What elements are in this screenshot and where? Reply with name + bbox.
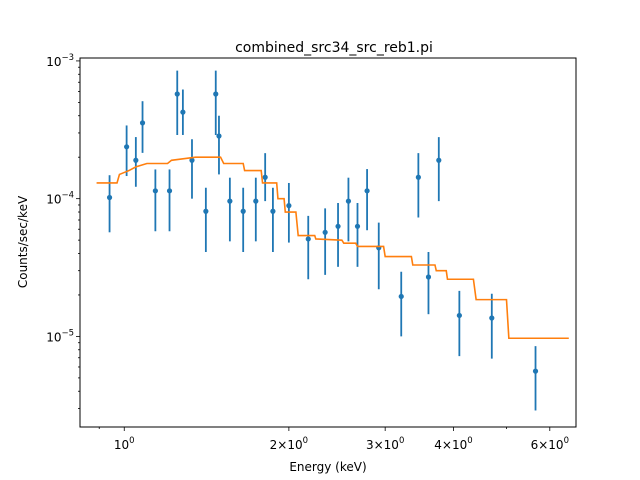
data-series (106, 70, 539, 411)
data-point (415, 174, 421, 180)
chart-title: combined_src34_src_reb1.pi (235, 40, 433, 56)
data-point (124, 144, 130, 150)
model-step-line (96, 156, 569, 340)
data-point (489, 315, 495, 321)
data-point (253, 198, 259, 204)
data-point (133, 157, 139, 163)
data-point (139, 120, 146, 126)
data-point (106, 194, 113, 201)
x-tick-label: 6×100 (531, 436, 569, 452)
x-axis: 100 2×100 3×100 4×100 6×100 (98, 427, 569, 452)
data-point (213, 91, 219, 97)
data-point (398, 293, 404, 300)
x-tick-label: 4×100 (434, 436, 472, 452)
axes-frame (79, 57, 577, 428)
data-point (456, 312, 462, 319)
y-tick-label: 10−5 (46, 328, 74, 344)
y-axis: 10−3 10−4 10−5 (46, 53, 80, 409)
data-point (425, 274, 432, 280)
data-point (174, 91, 180, 97)
data-point (270, 208, 276, 214)
data-point (532, 368, 539, 374)
y-tick-label: 10−3 (46, 53, 74, 69)
data-point (152, 188, 158, 194)
data-point (227, 198, 233, 204)
data-point (166, 188, 173, 194)
x-axis-label: Energy (keV) (289, 460, 366, 474)
data-point (189, 157, 195, 163)
data-point (345, 198, 352, 204)
data-point (364, 188, 370, 194)
y-tick-label: 10−4 (46, 191, 74, 207)
data-point (335, 223, 341, 229)
x-tick-label: 100 (114, 436, 135, 452)
data-point (203, 208, 209, 214)
data-point (354, 223, 361, 229)
x-tick-label: 2×100 (270, 436, 308, 452)
data-point (286, 203, 292, 209)
data-point (262, 174, 268, 180)
data-point (436, 157, 442, 163)
plot-area (96, 70, 569, 411)
y-axis-label: Counts/sec/keV (16, 195, 30, 288)
data-point (240, 208, 246, 214)
x-tick-label: 3×100 (366, 436, 404, 452)
data-point (322, 229, 328, 235)
data-point (216, 133, 222, 139)
data-point (180, 109, 186, 115)
data-point (305, 236, 311, 242)
model-series (96, 156, 569, 340)
